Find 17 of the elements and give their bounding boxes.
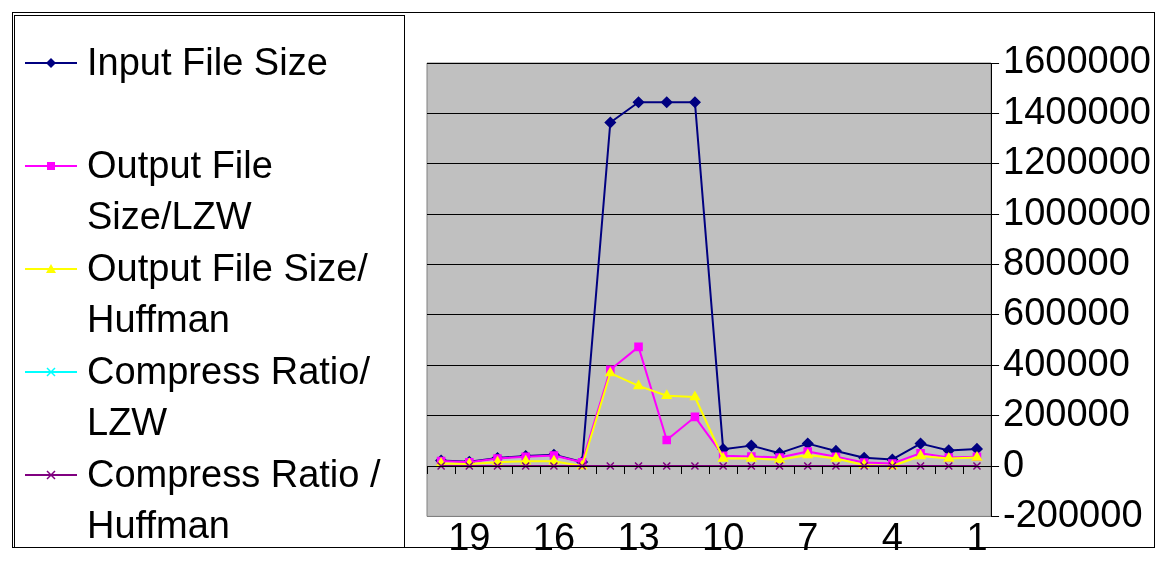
y-tick-label: 1400000 — [1003, 89, 1151, 132]
y-tick-label: 1000000 — [1003, 190, 1151, 233]
y-tick-label: 1600000 — [1003, 39, 1151, 82]
y-tick-label: 800000 — [1003, 241, 1130, 283]
legend-label: Compress Ratio / Huffman — [87, 452, 382, 548]
x-tick-label: 7 — [797, 515, 819, 558]
legend-label: Output File Size/LZW — [87, 143, 274, 239]
y-tick-label: 200000 — [1003, 392, 1130, 435]
y-tick-label: 0 — [1003, 442, 1025, 485]
y-tick-label: 1200000 — [1003, 140, 1151, 183]
legend-label: Compress Ratio/ LZW — [87, 349, 371, 445]
y-tick-label: 600000 — [1003, 291, 1130, 334]
y-tick-label: 400000 — [1003, 341, 1130, 384]
legend-label: Input File Size — [87, 40, 328, 85]
legend-label: Output File Size/ Huffman — [87, 246, 369, 342]
y-tick-label: -200000 — [1003, 492, 1143, 535]
x-tick-label: 4 — [881, 515, 903, 558]
